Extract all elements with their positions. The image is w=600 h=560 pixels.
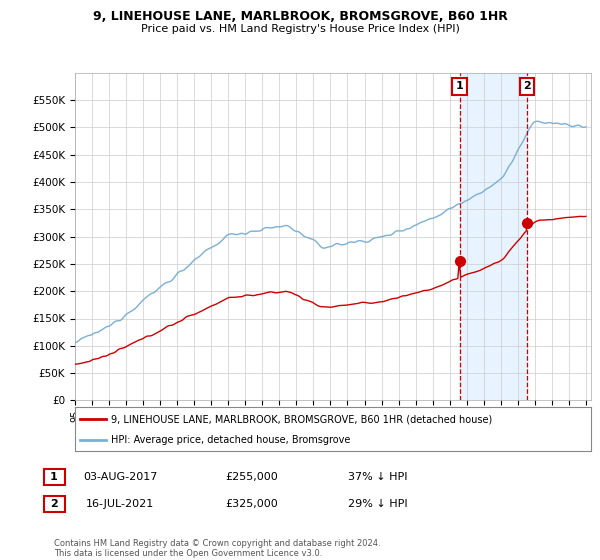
Text: 37% ↓ HPI: 37% ↓ HPI: [348, 472, 408, 482]
Text: £325,000: £325,000: [226, 499, 278, 509]
Text: 1: 1: [455, 81, 463, 91]
Text: 2: 2: [50, 499, 58, 509]
Text: 9, LINEHOUSE LANE, MARLBROOK, BROMSGROVE, B60 1HR: 9, LINEHOUSE LANE, MARLBROOK, BROMSGROVE…: [92, 10, 508, 22]
Text: £255,000: £255,000: [226, 472, 278, 482]
Text: HPI: Average price, detached house, Bromsgrove: HPI: Average price, detached house, Brom…: [111, 435, 350, 445]
Text: 29% ↓ HPI: 29% ↓ HPI: [348, 499, 408, 509]
Text: 9, LINEHOUSE LANE, MARLBROOK, BROMSGROVE, B60 1HR (detached house): 9, LINEHOUSE LANE, MARLBROOK, BROMSGROVE…: [111, 414, 493, 424]
Text: 03-AUG-2017: 03-AUG-2017: [83, 472, 157, 482]
Text: Price paid vs. HM Land Registry's House Price Index (HPI): Price paid vs. HM Land Registry's House …: [140, 24, 460, 34]
Text: 2: 2: [523, 81, 531, 91]
Text: 16-JUL-2021: 16-JUL-2021: [86, 499, 154, 509]
Text: 1: 1: [50, 472, 58, 482]
Text: Contains HM Land Registry data © Crown copyright and database right 2024.
This d: Contains HM Land Registry data © Crown c…: [54, 539, 380, 558]
Bar: [460, 73, 527, 400]
